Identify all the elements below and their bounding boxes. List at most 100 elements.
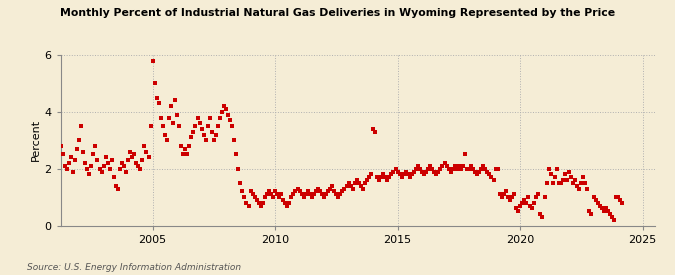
Point	[115, 166, 126, 171]
Point	[450, 164, 460, 168]
Point	[372, 175, 383, 179]
Point	[490, 166, 501, 171]
Point	[261, 192, 272, 196]
Point	[190, 124, 201, 128]
Point	[121, 169, 132, 174]
Point	[412, 164, 423, 168]
Point	[68, 169, 78, 174]
Point	[596, 206, 607, 211]
Point	[288, 192, 299, 196]
Point	[282, 204, 293, 208]
Point	[456, 166, 466, 171]
Point	[613, 195, 624, 199]
Point	[598, 209, 609, 213]
Point	[304, 192, 315, 196]
Point	[157, 124, 168, 128]
Point	[300, 192, 311, 196]
Point	[165, 104, 176, 108]
Point	[147, 59, 158, 63]
Point	[386, 172, 397, 177]
Point	[298, 195, 309, 199]
Point	[167, 121, 178, 125]
Point	[615, 198, 626, 202]
Point	[522, 195, 533, 199]
Point	[590, 198, 601, 202]
Point	[370, 130, 381, 134]
Point	[394, 172, 405, 177]
Point	[227, 124, 238, 128]
Point	[582, 186, 593, 191]
Point	[402, 172, 413, 177]
Point	[184, 144, 195, 148]
Point	[302, 189, 313, 194]
Point	[327, 183, 338, 188]
Point	[504, 198, 515, 202]
Point	[600, 206, 611, 211]
Point	[460, 152, 470, 157]
Point	[476, 166, 487, 171]
Point	[211, 132, 221, 137]
Point	[292, 186, 303, 191]
Point	[448, 166, 458, 171]
Point	[378, 172, 389, 177]
Point	[435, 166, 446, 171]
Point	[588, 195, 599, 199]
Point	[351, 178, 362, 182]
Point	[518, 198, 529, 202]
Point	[131, 161, 142, 165]
Point	[65, 155, 76, 160]
Point	[427, 166, 437, 171]
Point	[171, 112, 182, 117]
Point	[319, 195, 329, 199]
Point	[270, 189, 281, 194]
Point	[74, 138, 84, 142]
Point	[103, 161, 113, 165]
Point	[57, 152, 68, 157]
Point	[53, 121, 64, 125]
Point	[241, 200, 252, 205]
Point	[529, 200, 540, 205]
Point	[215, 115, 225, 120]
Point	[488, 178, 499, 182]
Point	[59, 164, 70, 168]
Point	[510, 206, 521, 211]
Point	[235, 181, 246, 185]
Point	[139, 144, 150, 148]
Point	[549, 175, 560, 179]
Point	[578, 175, 589, 179]
Point	[572, 183, 583, 188]
Point	[133, 164, 144, 168]
Point	[161, 138, 172, 142]
Point	[276, 192, 287, 196]
Point	[364, 175, 375, 179]
Point	[362, 178, 373, 182]
Point	[243, 204, 254, 208]
Point	[63, 161, 74, 165]
Point	[217, 110, 227, 114]
Point	[551, 166, 562, 171]
Point	[333, 195, 344, 199]
Point	[306, 195, 317, 199]
Point	[135, 166, 146, 171]
Point	[341, 183, 352, 188]
Point	[537, 215, 548, 219]
Point	[358, 186, 369, 191]
Point	[176, 144, 186, 148]
Point	[480, 166, 491, 171]
Point	[310, 189, 321, 194]
Point	[347, 186, 358, 191]
Point	[468, 166, 479, 171]
Point	[527, 206, 538, 211]
Point	[470, 169, 481, 174]
Point	[541, 181, 552, 185]
Point	[153, 101, 164, 106]
Point	[145, 124, 156, 128]
Point	[478, 164, 489, 168]
Point	[143, 155, 154, 160]
Point	[113, 186, 124, 191]
Point	[611, 195, 622, 199]
Point	[580, 181, 591, 185]
Point	[498, 192, 509, 196]
Point	[482, 169, 493, 174]
Point	[51, 115, 62, 120]
